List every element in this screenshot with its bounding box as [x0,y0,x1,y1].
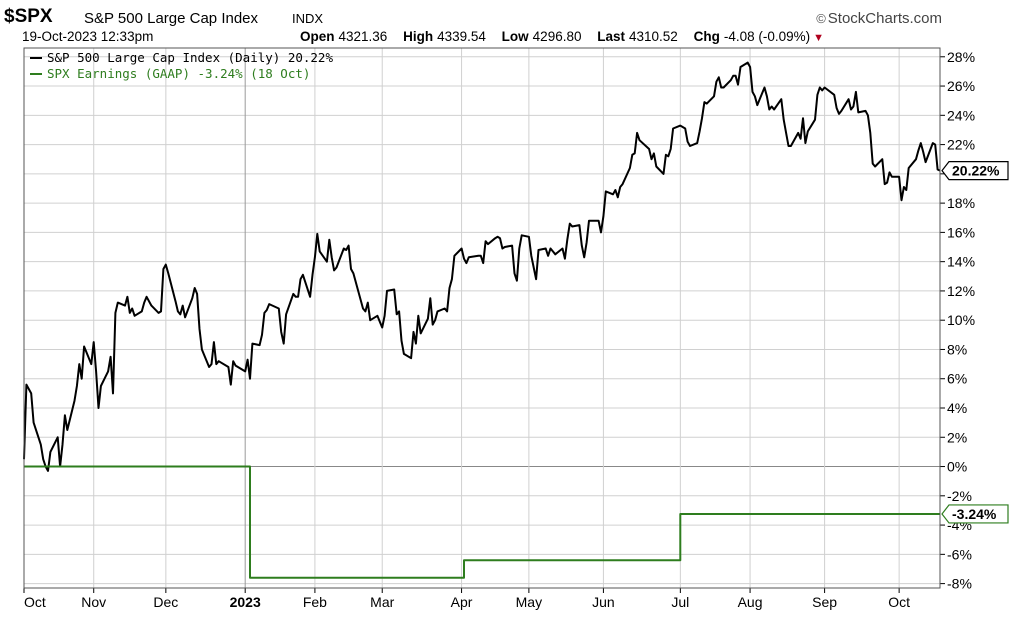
y-tick-label: 22% [947,137,975,153]
last-value-tag-box [941,161,1009,181]
legend-label-spx: S&P 500 Large Cap Index (Daily) 20.22% [47,50,333,65]
down-arrow-icon: ▼ [813,32,825,44]
y-tick-label: 12% [947,283,975,299]
x-tick-label: Nov [81,594,106,610]
brand-link[interactable]: © StockCharts.com [816,10,942,27]
x-tick-label: May [516,594,542,610]
last-value-tag-box [941,504,1009,524]
quote-bar: 19-Oct-2023 12:33pm Open 4321.36 High 4339… [0,28,1024,46]
chart-header: $SPX S&P 500 Large Cap Index INDX © Stock… [0,2,1024,28]
y-tick-label: 6% [947,371,967,387]
y-tick-label: 4% [947,400,967,416]
y-tick-label: 24% [947,107,975,123]
spx-series-line [23,61,941,472]
y-tick-label: 16% [947,224,975,240]
y-tick-label: 2% [947,429,967,445]
high-label: High [403,29,434,44]
y-tick-label: 18% [947,195,975,211]
y-tick-label: 26% [947,78,975,94]
y-tick-label: 8% [947,341,967,357]
chart-legend: S&P 500 Large Cap Index (Daily) 20.22% S… [30,50,333,81]
last-label: Last [597,29,626,44]
chart-axes: 28%26%24%22%20%18%16%14%12%10%8%6%4%2%0%… [23,47,1009,610]
chg-value: -4.08 (-0.09%) [723,29,811,44]
open-label: Open [300,29,335,44]
y-tick-label: 14% [947,254,975,270]
x-tick-label: Jul [671,594,689,610]
open-value: 4321.36 [338,29,388,44]
high-value: 4339.54 [437,29,486,44]
copyright-icon: © [816,11,826,26]
x-tick-label: Aug [738,594,763,610]
earnings-series-line [24,465,940,579]
x-tick-label: Mar [370,594,394,610]
x-tick-label: Sep [812,594,837,610]
low-value: 4296.80 [532,29,582,44]
earnings-last-value-tag: -3.24% [941,504,1009,524]
y-tick-label: 28% [947,49,975,65]
x-tick-label: 2023 [230,594,261,610]
y-tick-label: -2% [947,488,972,504]
x-tick-label: Oct [24,594,46,610]
ticker-symbol[interactable]: $SPX [4,6,53,27]
index-type: INDX [292,11,324,26]
x-tick-label: Oct [888,594,910,610]
x-tick-label: Apr [451,594,473,610]
last-value-tag-text: -3.24% [952,506,997,522]
plot-frame [23,47,941,589]
brand-name: StockCharts.com [827,10,942,27]
y-tick-label: 10% [947,312,975,328]
legend-label-earnings: SPX Earnings (GAAP) -3.24% (18 Oct) [47,66,310,81]
spx-last-value-tag: 20.22% [941,161,1009,181]
low-label: Low [501,29,529,44]
quote-datetime: 19-Oct-2023 12:33pm [22,29,154,44]
quote-values: Open 4321.36 High 4339.54 Low 4296.80 Last 4… [300,29,824,44]
y-tick-label: -8% [947,576,972,592]
last-value-tag-text: 20.22% [952,163,1000,179]
y-tick-label: 0% [947,459,967,475]
x-tick-label: Feb [303,594,327,610]
chg-label: Chg [693,29,720,44]
x-tick-label: Dec [153,594,178,610]
last-value: 4310.52 [629,29,678,44]
x-tick-label: Jun [592,594,615,610]
index-name: S&P 500 Large Cap Index [84,10,259,27]
y-tick-label: -6% [947,546,972,562]
chart-series [23,61,941,579]
